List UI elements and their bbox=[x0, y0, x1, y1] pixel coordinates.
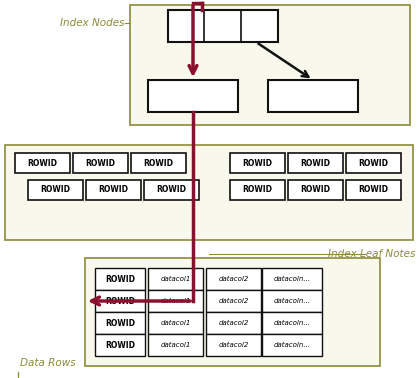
Text: datacol1: datacol1 bbox=[160, 276, 191, 282]
Bar bbox=[230, 180, 285, 200]
Text: datacol1: datacol1 bbox=[160, 298, 191, 304]
Text: datacol1: datacol1 bbox=[160, 342, 191, 348]
Bar bbox=[15, 153, 70, 173]
Text: ROWID: ROWID bbox=[359, 186, 389, 195]
Text: datacoln...: datacoln... bbox=[273, 320, 310, 326]
Bar bbox=[73, 153, 128, 173]
Bar bbox=[206, 268, 261, 290]
Bar bbox=[86, 180, 141, 200]
Bar bbox=[148, 80, 238, 112]
Text: Index Nodes: Index Nodes bbox=[60, 18, 125, 28]
Bar bbox=[5, 145, 413, 240]
Text: ROWID: ROWID bbox=[242, 158, 273, 167]
Bar bbox=[268, 80, 358, 112]
Text: ROWID: ROWID bbox=[105, 341, 135, 350]
Bar bbox=[148, 334, 203, 356]
Bar bbox=[206, 334, 261, 356]
Bar bbox=[28, 180, 83, 200]
Text: ROWID: ROWID bbox=[86, 158, 116, 167]
Text: datacol2: datacol2 bbox=[218, 320, 249, 326]
Text: datacoln...: datacoln... bbox=[273, 276, 310, 282]
Text: datacol2: datacol2 bbox=[218, 298, 249, 304]
Bar bbox=[230, 153, 285, 173]
Bar bbox=[95, 268, 145, 290]
Text: datacoln...: datacoln... bbox=[273, 298, 310, 304]
Bar bbox=[144, 180, 199, 200]
Text: Data Rows: Data Rows bbox=[20, 358, 76, 368]
Bar bbox=[95, 334, 145, 356]
Bar bbox=[262, 312, 322, 334]
Bar bbox=[346, 180, 401, 200]
Bar bbox=[148, 290, 203, 312]
Text: ROWID: ROWID bbox=[27, 158, 58, 167]
Bar bbox=[346, 153, 401, 173]
Bar bbox=[262, 290, 322, 312]
Text: ROWID: ROWID bbox=[242, 186, 273, 195]
Text: ROWID: ROWID bbox=[105, 274, 135, 284]
Bar bbox=[262, 334, 322, 356]
Text: ROWID: ROWID bbox=[300, 186, 331, 195]
Text: ROWID: ROWID bbox=[40, 186, 71, 195]
Bar bbox=[168, 10, 278, 42]
Text: ROWID: ROWID bbox=[105, 319, 135, 327]
Bar bbox=[130, 5, 410, 125]
Bar bbox=[148, 312, 203, 334]
Bar bbox=[95, 290, 145, 312]
Text: ROWID: ROWID bbox=[99, 186, 129, 195]
Bar bbox=[206, 290, 261, 312]
Text: ROWID: ROWID bbox=[359, 158, 389, 167]
Text: ROWID: ROWID bbox=[300, 158, 331, 167]
Text: datacol2: datacol2 bbox=[218, 276, 249, 282]
Bar bbox=[262, 268, 322, 290]
Bar bbox=[288, 180, 343, 200]
Text: datacol1: datacol1 bbox=[160, 320, 191, 326]
Bar bbox=[85, 258, 380, 366]
Bar bbox=[131, 153, 186, 173]
Text: ROWID: ROWID bbox=[144, 158, 173, 167]
Bar bbox=[148, 268, 203, 290]
Text: datacoln...: datacoln... bbox=[273, 342, 310, 348]
Text: datacol2: datacol2 bbox=[218, 342, 249, 348]
Bar bbox=[206, 312, 261, 334]
Bar bbox=[288, 153, 343, 173]
Text: ROWID: ROWID bbox=[105, 296, 135, 305]
Text: ROWID: ROWID bbox=[157, 186, 186, 195]
Bar bbox=[95, 312, 145, 334]
Text: Index Leaf Notes: Index Leaf Notes bbox=[328, 249, 415, 259]
